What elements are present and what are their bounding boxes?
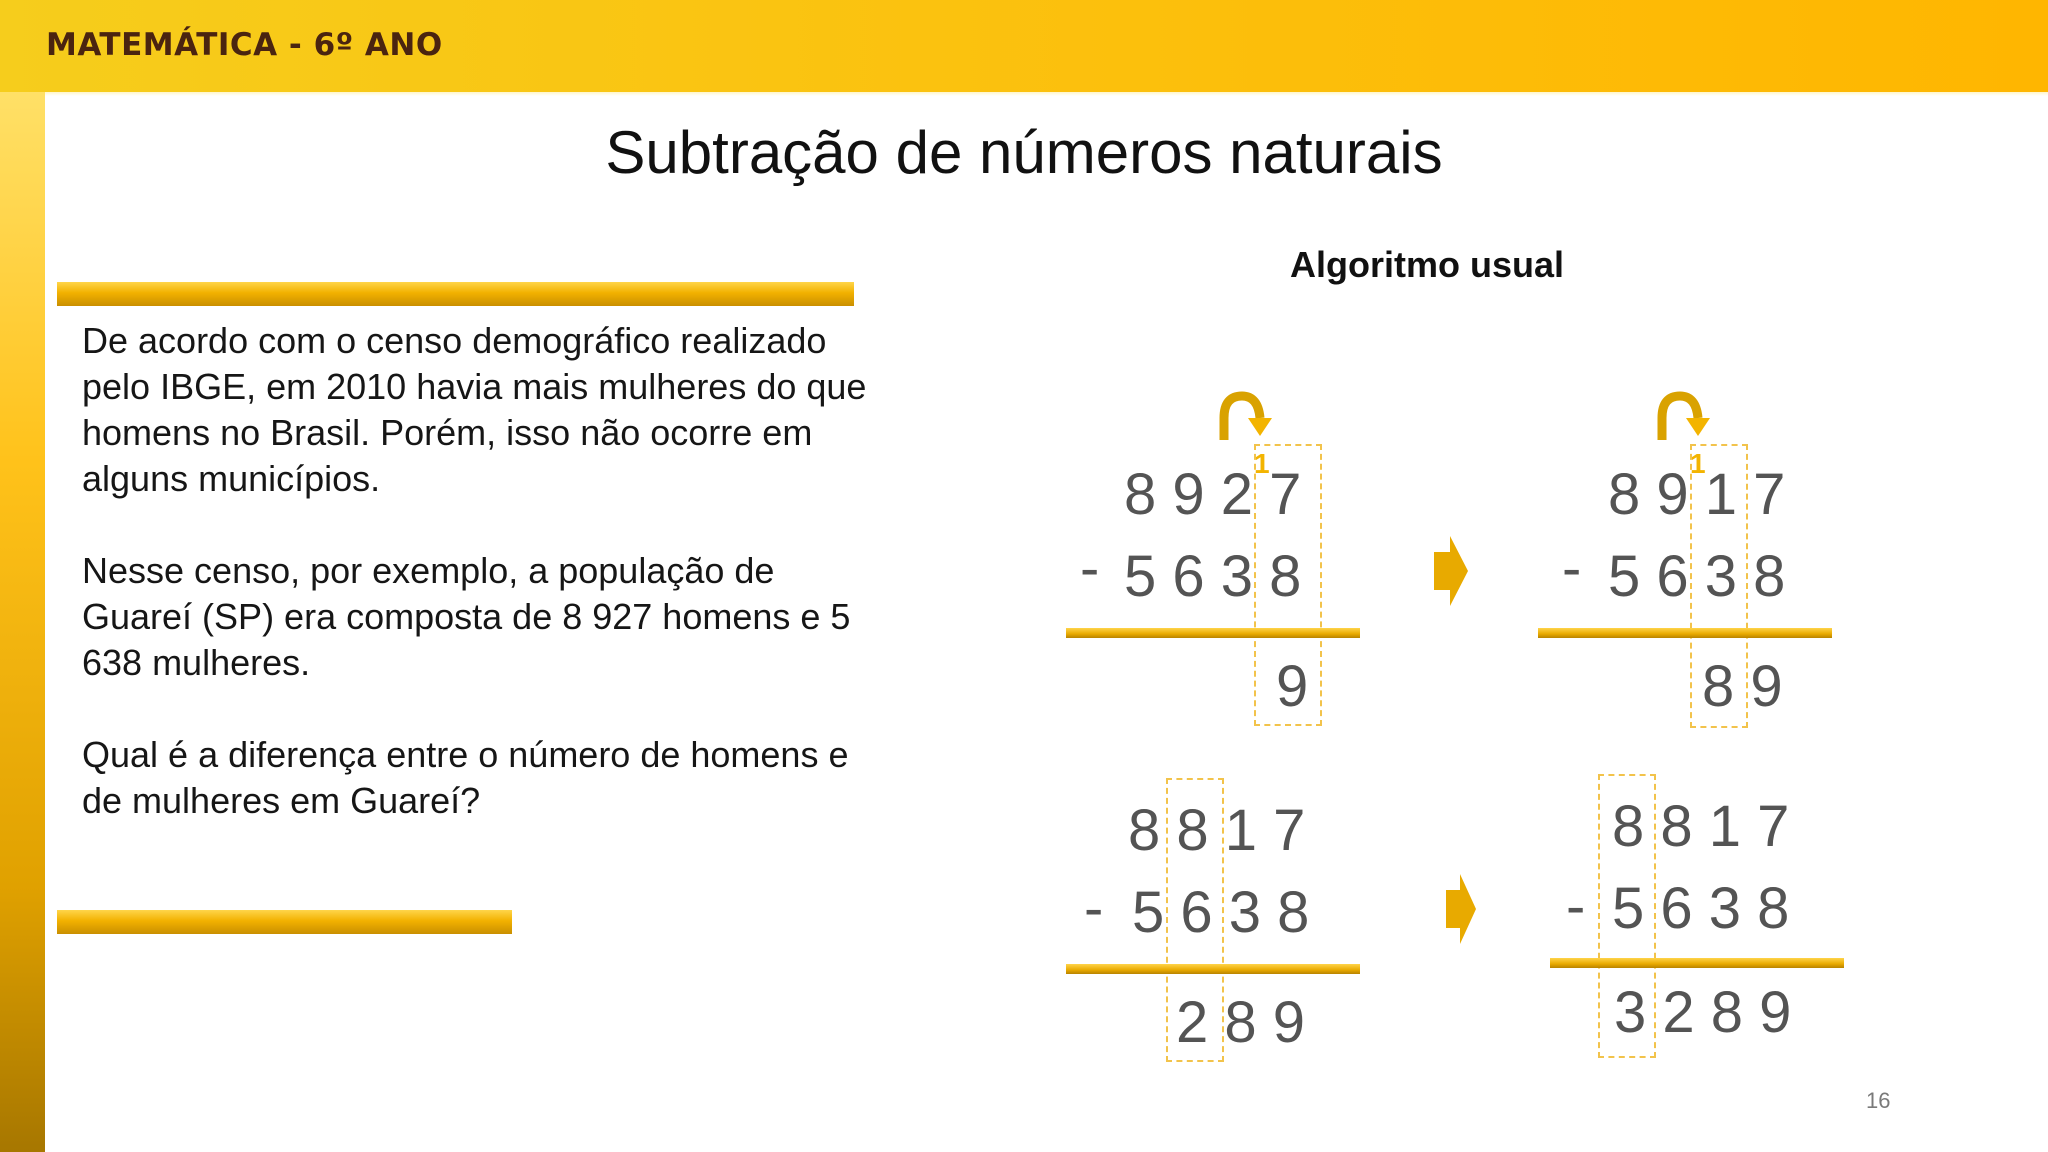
text-bottom-bar (57, 910, 512, 934)
page-number: 16 (1866, 1088, 1891, 1113)
result: 3 2 8 9 (1614, 980, 1792, 1045)
minus-sign: - (1562, 536, 1582, 601)
carry-digit: 1 (1254, 448, 1270, 479)
carry-arrow-icon (1219, 391, 1272, 440)
highlight-column (1690, 444, 1748, 728)
problem-text: De acordo com o censo demográfico realiz… (82, 318, 882, 870)
result: 8 9 (1702, 654, 1783, 719)
slide-title: Subtração de números naturais (605, 119, 1443, 186)
header-bar: MATEMÁTICA - 6º ANO (0, 0, 2048, 92)
minus-sign: - (1566, 874, 1586, 939)
problem-paragraph-1: De acordo com o censo demográfico realiz… (82, 320, 867, 499)
algorithm-subtitle: Algoritmo usual (1290, 244, 1565, 285)
highlight-column (1254, 444, 1322, 726)
left-accent-bar (0, 92, 45, 1152)
subtrahend: 5 6 3 8 (1132, 880, 1310, 945)
carry-digit: 1 (1690, 448, 1706, 479)
minus-sign: - (1084, 876, 1104, 941)
subtrahend: 5 6 3 8 (1124, 544, 1302, 609)
result: 2 8 9 (1176, 990, 1305, 1055)
highlight-column (1598, 774, 1656, 1058)
next-step-arrow-icon (1446, 874, 1476, 944)
result-line (1550, 958, 1844, 968)
result-line (1538, 628, 1832, 638)
minuend: 8 8 1 7 (1612, 794, 1790, 859)
problem-paragraph-2: Nesse censo, por exemplo, a população de… (82, 550, 851, 683)
text-top-bar (57, 282, 854, 306)
subtrahend: 5 6 3 8 (1612, 876, 1790, 941)
minuend: 8 9 1 7 (1608, 462, 1786, 527)
highlight-column (1166, 778, 1224, 1062)
minus-sign: - (1080, 536, 1100, 601)
result: 9 (1276, 654, 1309, 719)
minuend: 8 8 1 7 (1128, 798, 1306, 863)
next-step-arrow-icon (1434, 536, 1468, 606)
header-label: MATEMÁTICA - 6º ANO (46, 27, 443, 63)
result-line (1066, 628, 1360, 638)
carry-arrow-icon (1657, 391, 1710, 440)
header-shadow (0, 92, 2048, 96)
problem-paragraph-3: Qual é a diferença entre o número de hom… (82, 734, 849, 821)
result-line (1066, 964, 1360, 974)
minuend: 8 9 2 7 (1124, 462, 1302, 527)
subtrahend: 5 6 3 8 (1608, 544, 1786, 609)
